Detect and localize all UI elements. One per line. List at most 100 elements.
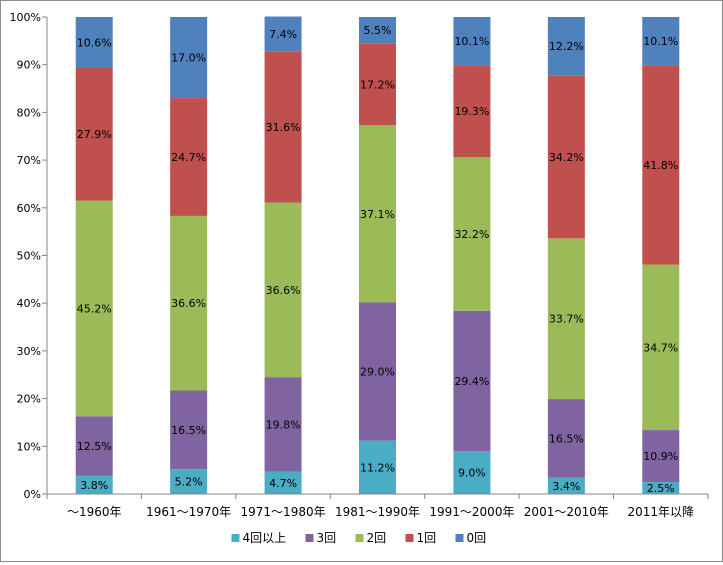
x-tick-label: 2001～2010年 <box>524 505 609 519</box>
legend-label: 0回 <box>467 531 487 545</box>
y-tick-label: 30% <box>17 345 41 358</box>
bar-segment <box>170 469 208 494</box>
y-tick-label: 20% <box>17 393 41 406</box>
data-label: 3.8% <box>80 479 108 492</box>
data-label: 10.1% <box>454 35 489 48</box>
legend-label: 4回以上 <box>243 531 287 545</box>
x-tick-label: 1961～1970年 <box>146 505 231 519</box>
bar-segment <box>547 477 585 494</box>
bar-segment <box>453 157 491 311</box>
bar-segment <box>547 17 585 76</box>
data-label: 19.3% <box>454 105 489 118</box>
bar-segment <box>264 202 302 378</box>
legend-label: 1回 <box>417 531 437 545</box>
bars: 3.8% 12.5% 45.2% 27.9% 10.6% 5.2% 16.5% 36.6% 24… <box>75 16 680 495</box>
data-label: 2.5% <box>647 482 675 495</box>
data-label: 32.2% <box>454 228 489 241</box>
y-tick-label: 80% <box>17 106 41 119</box>
data-label: 29.0% <box>360 365 395 378</box>
data-label: 16.5% <box>549 432 584 445</box>
y-tick-label: 0% <box>24 488 41 501</box>
data-label: 12.5% <box>77 440 112 453</box>
bar-segment <box>75 416 113 476</box>
bar-segment <box>359 440 396 494</box>
x-tick-label: ～1960年 <box>67 505 122 519</box>
x-axis: ～1960年 1961～1970年 1971～1980年 1981～1990年 1991… <box>46 493 709 519</box>
bar-segment <box>453 451 491 494</box>
bar-segment <box>170 98 208 216</box>
bar-segment <box>264 471 302 494</box>
legend-swatch <box>231 534 240 542</box>
bar-segment <box>75 17 113 68</box>
data-label: 37.1% <box>360 208 395 221</box>
data-label: 3.4% <box>552 480 580 493</box>
y-axis: 0% 10% 20% 30% 40% 50% 60% 70% 80% 90% 100% <box>10 11 48 501</box>
bar-segment <box>547 75 585 239</box>
bar-segment <box>264 51 302 203</box>
y-tick-label: 60% <box>17 202 41 215</box>
bar-segment <box>547 238 585 400</box>
data-label: 36.6% <box>171 297 206 310</box>
bar-segment <box>642 17 680 66</box>
data-label: 4.7% <box>269 477 297 490</box>
data-label: 41.8% <box>643 159 678 172</box>
data-label: 34.2% <box>549 151 584 164</box>
bar-segment <box>75 475 113 494</box>
x-tick-label: 1971～1980年 <box>241 505 326 519</box>
data-label: 5.2% <box>175 476 203 489</box>
legend-label: 3回 <box>317 531 337 545</box>
data-label: 5.5% <box>364 24 392 37</box>
y-tick-label: 100% <box>10 11 41 24</box>
data-label: 45.2% <box>77 302 112 315</box>
bar-segment <box>170 17 208 99</box>
bar-segment <box>359 43 396 126</box>
x-tick-label: 1981～1990年 <box>335 505 420 519</box>
bar-segment <box>359 302 396 441</box>
data-label: 10.9% <box>643 450 678 463</box>
data-label: 27.9% <box>77 128 112 141</box>
data-label: 7.4% <box>269 28 297 41</box>
bar-segment <box>75 67 113 201</box>
bar-segment <box>547 399 585 478</box>
y-tick-label: 10% <box>17 440 41 453</box>
bar-segment <box>359 125 396 303</box>
bar-segment <box>642 482 680 494</box>
data-label: 16.5% <box>171 424 206 437</box>
data-label: 36.6% <box>266 284 301 297</box>
legend-swatch <box>355 534 364 542</box>
bar-segment <box>453 310 491 452</box>
legend-swatch <box>305 534 314 542</box>
x-tick-label: 2011年以降 <box>628 505 695 519</box>
bar-segment <box>264 16 302 52</box>
bar-segment <box>642 264 680 431</box>
data-label: 10.1% <box>643 35 678 48</box>
x-tick-label: 1991～2000年 <box>429 505 514 519</box>
bar-segment <box>170 390 208 470</box>
data-label: 24.7% <box>171 151 206 164</box>
legend: 4回以上 3回 2回 1回 0回 <box>231 531 487 545</box>
bar-segment <box>642 65 680 265</box>
data-label: 17.2% <box>360 78 395 91</box>
data-label: 19.8% <box>266 418 301 431</box>
bar-segment <box>453 65 491 158</box>
data-label: 11.2% <box>360 461 395 474</box>
legend-swatch <box>405 534 414 542</box>
bar-segment <box>642 430 680 483</box>
bar-segment <box>359 17 396 44</box>
bar-segment <box>170 215 208 391</box>
y-tick-label: 40% <box>17 297 41 310</box>
data-label: 10.6% <box>77 36 112 49</box>
y-tick-label: 90% <box>17 59 41 72</box>
y-tick-label: 70% <box>17 154 41 167</box>
legend-label: 2回 <box>367 531 387 545</box>
data-label: 31.6% <box>266 121 301 134</box>
legend-swatch <box>455 534 464 542</box>
data-label: 29.4% <box>454 375 489 388</box>
data-label: 34.7% <box>643 341 678 354</box>
data-label: 17.0% <box>171 52 206 65</box>
data-label: 33.7% <box>549 313 584 326</box>
data-label: 12.2% <box>549 40 584 53</box>
bar-segment <box>75 200 113 417</box>
